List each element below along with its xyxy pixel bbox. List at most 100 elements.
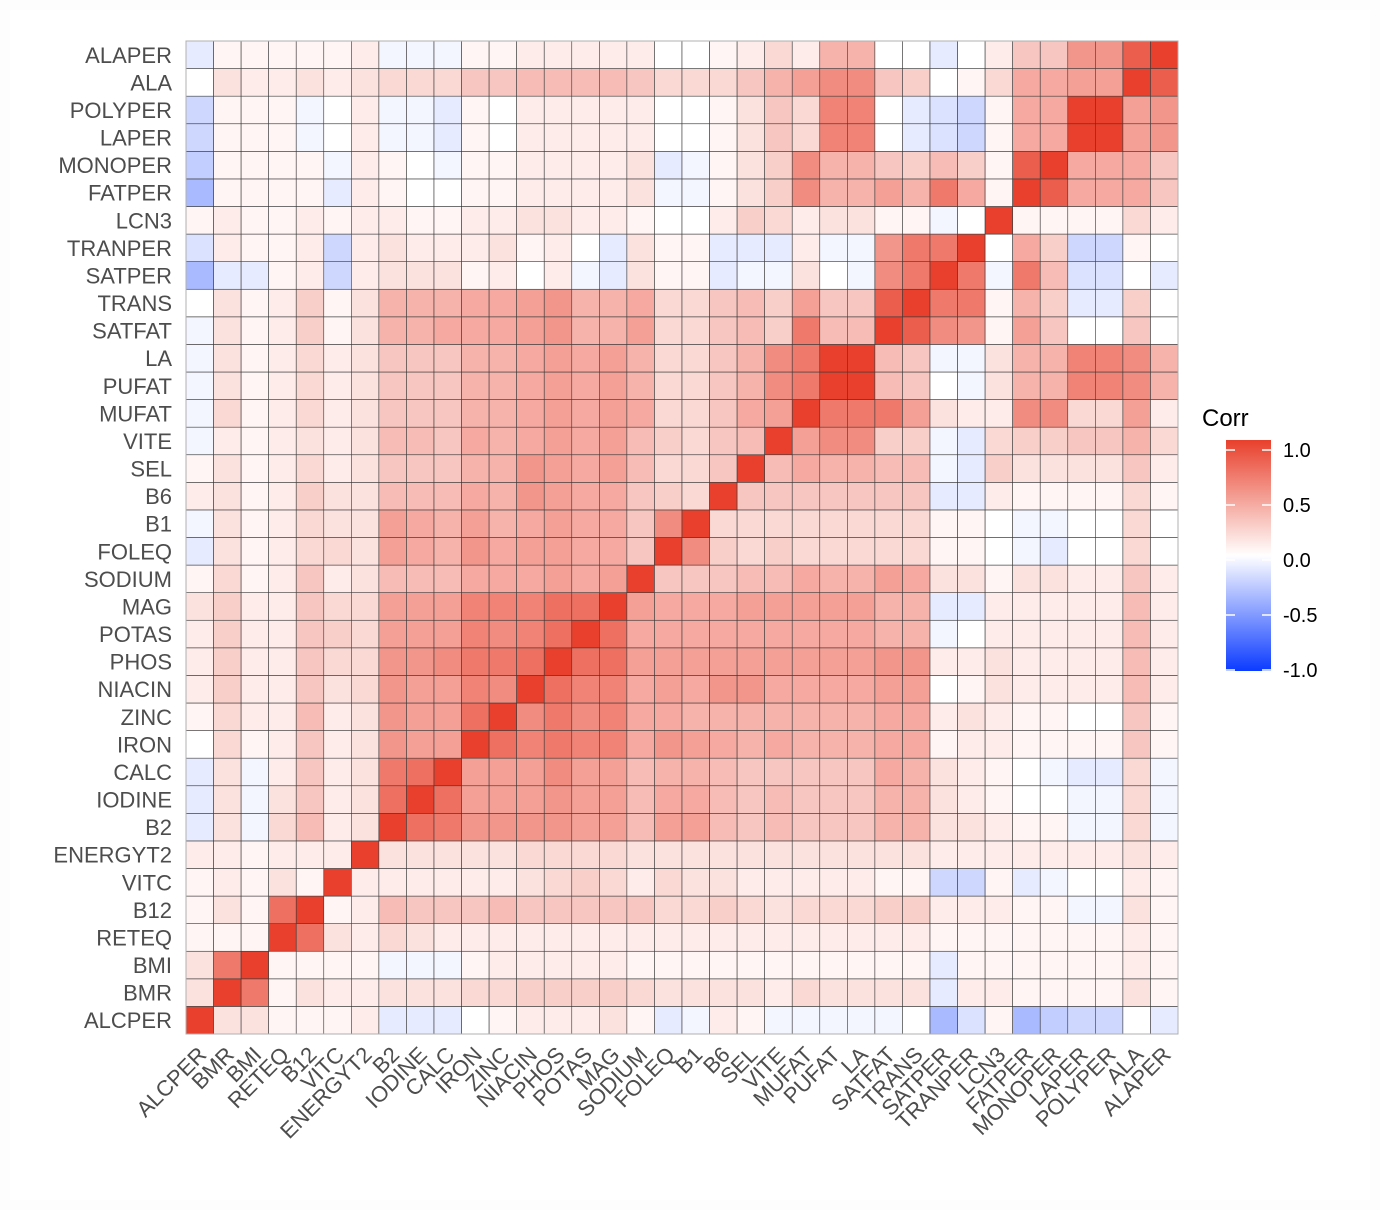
heatmap-cell bbox=[488, 482, 517, 511]
heatmap-cell bbox=[295, 895, 325, 924]
heatmap-cell bbox=[791, 509, 821, 538]
heatmap-cell bbox=[185, 40, 214, 69]
heatmap-cell bbox=[847, 950, 876, 980]
heatmap-cell bbox=[1067, 426, 1096, 456]
heatmap-cell bbox=[543, 840, 573, 869]
heatmap-cell bbox=[543, 950, 573, 980]
heatmap-cell bbox=[929, 1006, 958, 1035]
heatmap-cell bbox=[516, 840, 545, 869]
heatmap-cell bbox=[654, 344, 683, 373]
legend-tick-label: 0.5 bbox=[1283, 495, 1311, 517]
heatmap-cell bbox=[351, 399, 380, 428]
heatmap-cell bbox=[1150, 895, 1179, 924]
heatmap-cell bbox=[406, 592, 435, 621]
heatmap-cell bbox=[1095, 261, 1124, 290]
heatmap-cell bbox=[323, 206, 352, 235]
heatmap-cell bbox=[1067, 123, 1096, 152]
heatmap-cell bbox=[929, 151, 958, 180]
heatmap-cell bbox=[681, 730, 710, 759]
heatmap-cell bbox=[571, 344, 600, 373]
heatmap-cell bbox=[1122, 316, 1151, 345]
heatmap-cell bbox=[957, 40, 986, 69]
heatmap-cell bbox=[268, 151, 297, 180]
heatmap-cell bbox=[1122, 537, 1151, 566]
heatmap-cell bbox=[295, 344, 325, 373]
heatmap-cell bbox=[1039, 454, 1069, 483]
heatmap-cell bbox=[957, 123, 986, 152]
heatmap-cell bbox=[268, 757, 297, 787]
heatmap-cell bbox=[351, 785, 380, 814]
heatmap-cell bbox=[488, 40, 517, 69]
heatmap-cell bbox=[295, 178, 325, 207]
heatmap-cell bbox=[213, 675, 242, 704]
heatmap-cell bbox=[571, 206, 600, 235]
heatmap-cell bbox=[571, 371, 600, 400]
heatmap-cell bbox=[819, 757, 848, 787]
heatmap-cell bbox=[295, 123, 325, 152]
heatmap-cell bbox=[736, 950, 765, 980]
heatmap-cell bbox=[295, 868, 325, 897]
heatmap-cell bbox=[1067, 344, 1096, 373]
heatmap-cell bbox=[295, 592, 325, 621]
heatmap-cell bbox=[764, 1006, 793, 1035]
heatmap-cell bbox=[516, 482, 545, 511]
heatmap-cell bbox=[516, 675, 545, 704]
y-tick-label: TRANPER bbox=[67, 236, 172, 261]
heatmap-cell bbox=[764, 895, 793, 924]
heatmap-cell bbox=[984, 454, 1013, 483]
heatmap-cell bbox=[929, 344, 958, 373]
y-tick-label: MONOPER bbox=[58, 153, 172, 178]
heatmap-cell bbox=[461, 785, 490, 814]
heatmap-cell bbox=[847, 344, 876, 373]
y-tick-label: SODIUM bbox=[84, 567, 172, 592]
heatmap-cell bbox=[764, 978, 793, 1007]
heatmap-cell bbox=[626, 206, 655, 235]
heatmap-cell bbox=[957, 978, 986, 1007]
heatmap-cell bbox=[736, 123, 765, 152]
heatmap-cell bbox=[351, 840, 380, 869]
heatmap-cell bbox=[1122, 40, 1151, 69]
heatmap-cell bbox=[295, 371, 325, 400]
heatmap-cell bbox=[461, 895, 490, 924]
y-tick-label: MUFAT bbox=[99, 401, 172, 426]
heatmap-cell bbox=[1095, 178, 1124, 207]
heatmap-cell bbox=[1012, 785, 1041, 814]
heatmap-cell bbox=[213, 537, 242, 566]
heatmap-cell bbox=[902, 151, 931, 180]
heatmap-cell bbox=[1095, 813, 1124, 842]
heatmap-cell bbox=[433, 813, 462, 842]
heatmap-cell bbox=[378, 978, 407, 1007]
heatmap-cell bbox=[543, 1006, 573, 1035]
heatmap-cell bbox=[1012, 344, 1041, 373]
heatmap-cell bbox=[874, 813, 903, 842]
heatmap-cell bbox=[268, 123, 297, 152]
heatmap-cell bbox=[1095, 482, 1124, 511]
heatmap-cell bbox=[1012, 399, 1041, 428]
heatmap-cell bbox=[1067, 261, 1096, 290]
heatmap-cell bbox=[599, 482, 628, 511]
heatmap-cell bbox=[1012, 702, 1041, 731]
heatmap-cell bbox=[185, 426, 214, 456]
heatmap-cell bbox=[626, 344, 655, 373]
heatmap-cell bbox=[599, 785, 628, 814]
heatmap-cell bbox=[516, 426, 545, 456]
heatmap-cell bbox=[268, 647, 297, 676]
y-tick-label: RETEQ bbox=[96, 925, 172, 950]
heatmap-cell bbox=[874, 233, 903, 262]
heatmap-cell bbox=[488, 564, 517, 593]
heatmap-cell bbox=[185, 978, 214, 1007]
heatmap-cell bbox=[543, 647, 573, 676]
heatmap-cell bbox=[1012, 537, 1041, 566]
heatmap-cell bbox=[847, 647, 876, 676]
heatmap-cell bbox=[461, 288, 490, 318]
heatmap-cell bbox=[847, 316, 876, 345]
heatmap-cell bbox=[902, 647, 931, 676]
y-tick-label: POTAS bbox=[99, 622, 172, 647]
heatmap-cell bbox=[929, 923, 958, 952]
y-tick-label: LAPER bbox=[100, 126, 172, 151]
heatmap-cell bbox=[626, 730, 655, 759]
heatmap-cell bbox=[378, 537, 407, 566]
heatmap-cell bbox=[516, 592, 545, 621]
heatmap-cell bbox=[268, 592, 297, 621]
heatmap-cell bbox=[874, 840, 903, 869]
